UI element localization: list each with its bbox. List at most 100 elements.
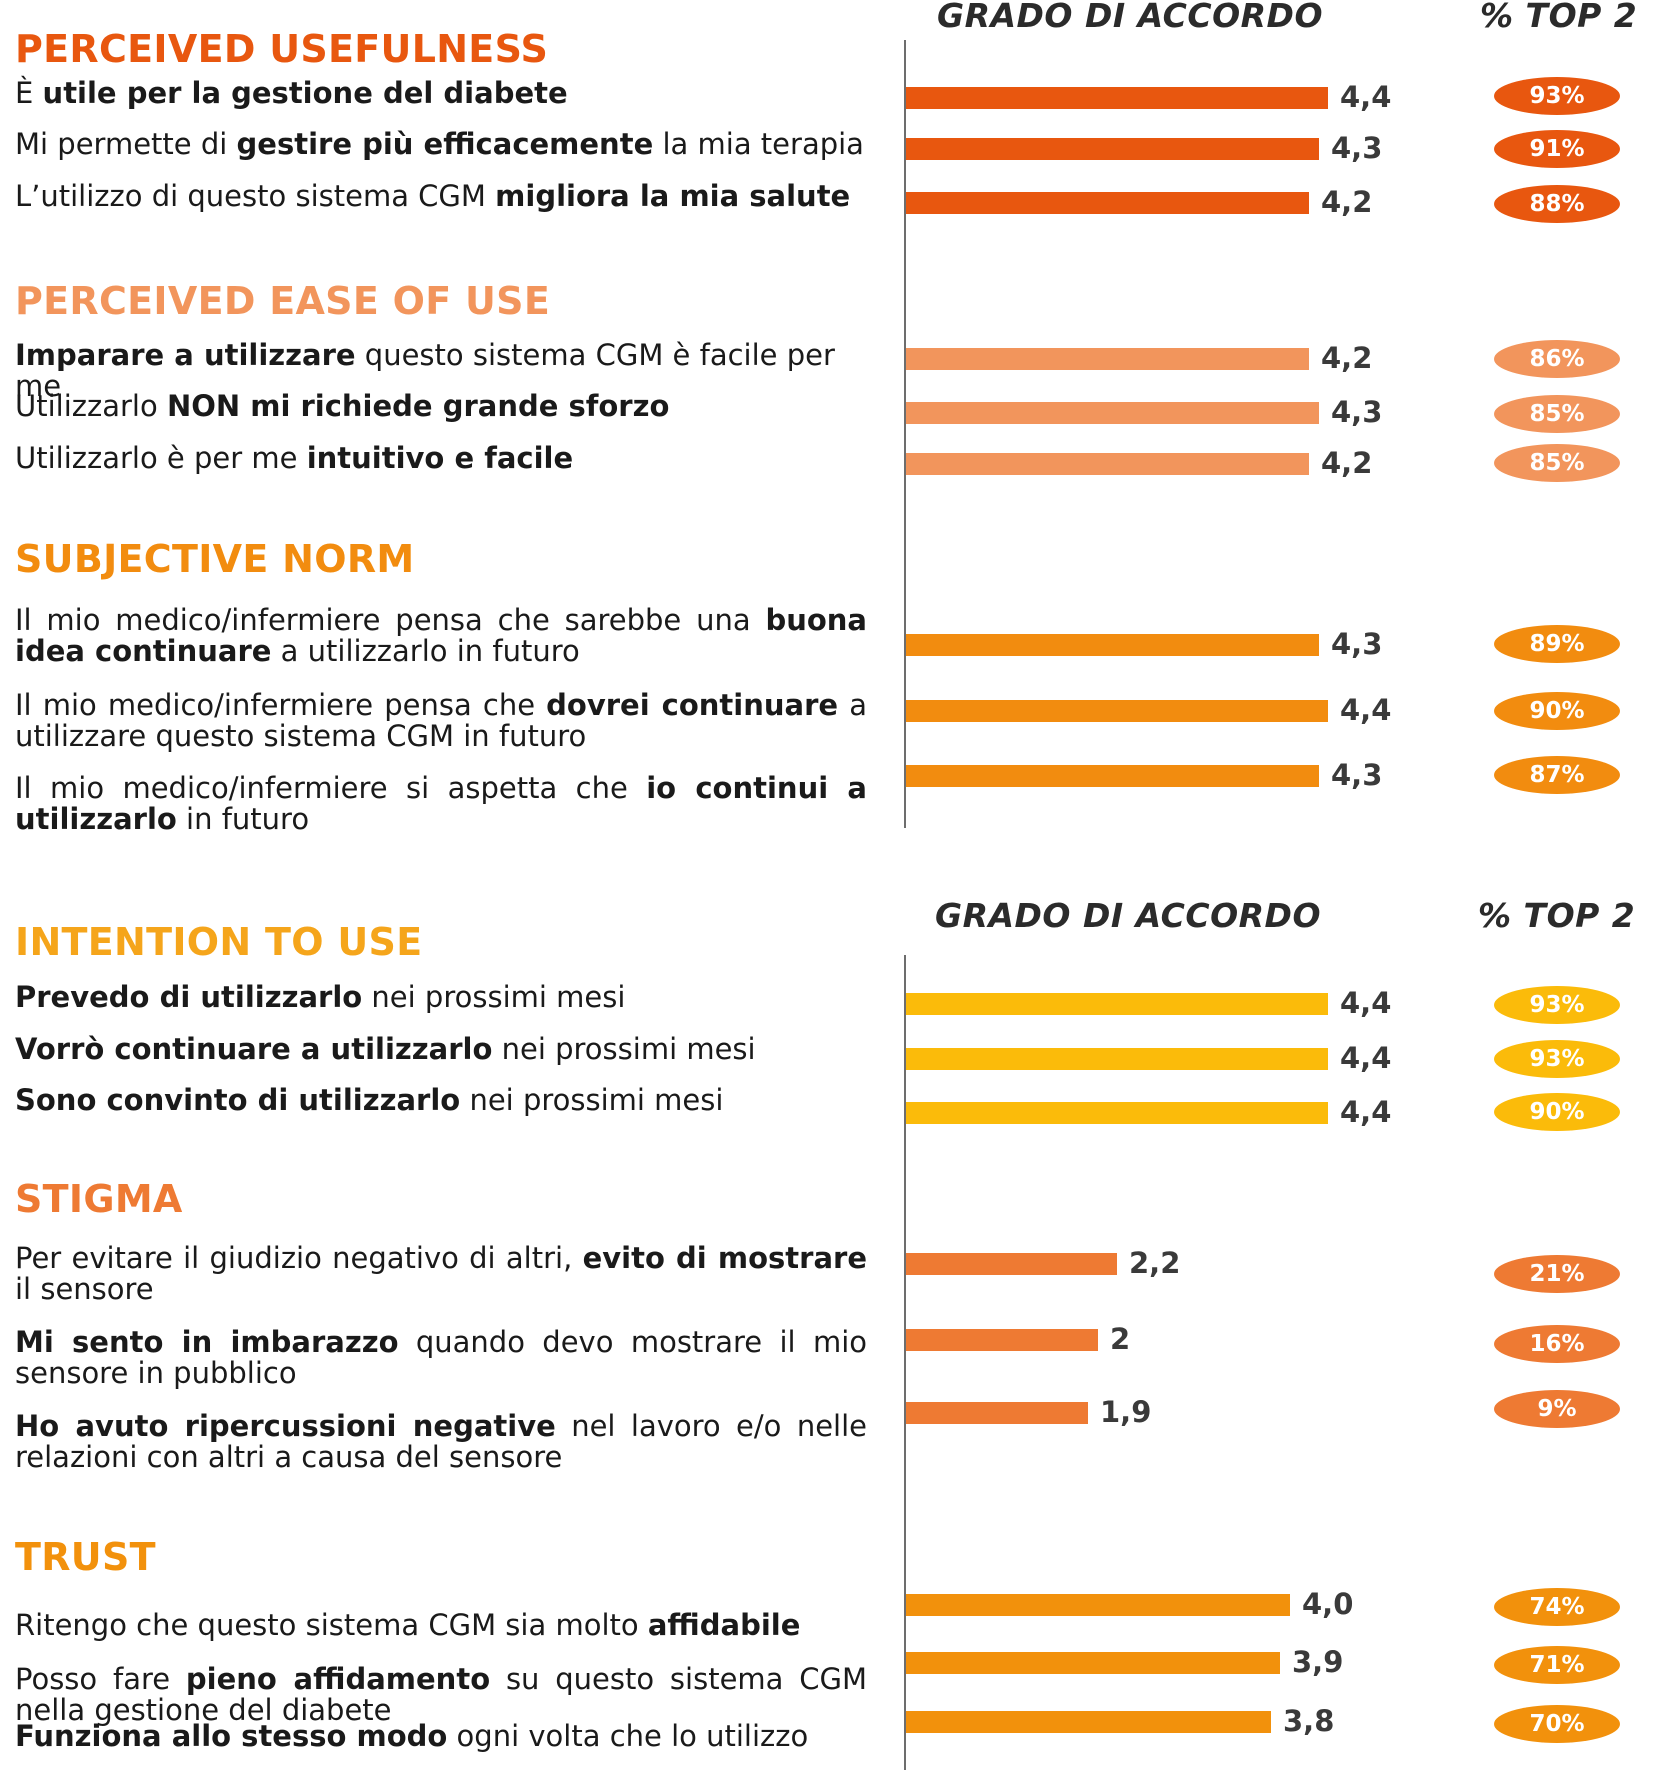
bar-value-label: 2: [1110, 1322, 1131, 1356]
top2-pill: 93%: [1494, 1040, 1620, 1078]
statement-usefulness-2: Mi permette di gestire più efficacemente…: [15, 129, 867, 160]
bar-trust-3: [906, 1711, 1271, 1733]
bar-trust-2: [906, 1652, 1280, 1674]
statement-text: il sensore: [15, 1272, 154, 1306]
statement-text: questo sistema CGM è facile per me: [15, 338, 835, 403]
statement-text: Per evitare il giudizio negativo di altr…: [15, 1241, 583, 1275]
top2-pill: 21%: [1494, 1255, 1620, 1293]
top2-pill: 89%: [1494, 625, 1620, 663]
statement-text: nei prossimi mesi: [492, 1032, 756, 1066]
bar-value-label: 4,3: [1331, 627, 1383, 661]
bar-subjective-norm-3: [906, 765, 1319, 787]
bar-subjective-norm-2: [906, 700, 1328, 722]
statement-text: in futuro: [176, 802, 310, 836]
statement-intention-3: Sono convinto di utilizzarlo nei prossim…: [15, 1085, 867, 1116]
bar-value-label: 4,2: [1321, 446, 1373, 480]
top2-pill: 70%: [1494, 1705, 1620, 1743]
statement-bold-text: Imparare a utilizzare: [15, 338, 356, 372]
statement-text: Il mio medico/infermiere pensa che sareb…: [15, 603, 766, 637]
bar-value-label: 4,3: [1331, 131, 1383, 165]
section-title-intention: INTENTION TO USE: [15, 920, 423, 964]
statement-bold-text: affidabile: [647, 1608, 801, 1642]
statement-bold-text: Mi sento in imbarazzo: [15, 1325, 399, 1359]
statement-bold-text: intuitivo e facile: [306, 441, 574, 475]
statement-subjective-norm-1: Il mio medico/infermiere pensa che sareb…: [15, 605, 867, 667]
statement-text: Utilizzarlo: [15, 389, 167, 423]
section-title-stigma: STIGMA: [15, 1177, 183, 1221]
statement-bold-text: Vorrò continuare a utilizzarlo: [15, 1032, 493, 1066]
statement-bold-text: io continui a utilizzarlo: [15, 771, 867, 836]
top2-pill: 93%: [1494, 986, 1620, 1024]
bar-intention-3: [906, 1102, 1328, 1124]
top2-pill: 90%: [1494, 1093, 1620, 1131]
section-title-usefulness: PERCEIVED USEFULNESS: [15, 27, 549, 71]
statement-trust-2: Posso fare pieno affidamento su questo s…: [15, 1664, 867, 1726]
statement-text: la mia terapia: [653, 127, 864, 161]
statement-trust-3: Funziona allo stesso modo ogni volta che…: [15, 1721, 867, 1752]
statement-text: nei prossimi mesi: [362, 980, 626, 1014]
bar-value-label: 4,4: [1340, 693, 1392, 727]
statement-ease-of-use-2: Utilizzarlo NON mi richiede grande sforz…: [15, 391, 867, 422]
section-title-subjective-norm: SUBJECTIVE NORM: [15, 537, 415, 581]
bar-stigma-3: [906, 1402, 1088, 1424]
bar-usefulness-1: [906, 87, 1328, 109]
statement-usefulness-1: È utile per la gestione del diabete: [15, 78, 867, 109]
bar-value-label: 4,4: [1340, 986, 1392, 1020]
statement-bold-text: utile per la gestione del diabete: [42, 76, 568, 110]
top2-pill: 86%: [1494, 340, 1620, 378]
top2-pill: 16%: [1494, 1325, 1620, 1363]
agreement-header: GRADO DI ACCORDO: [937, 0, 1324, 35]
statement-intention-1: Prevedo di utilizzarlo nei prossimi mesi: [15, 982, 867, 1013]
statement-text: Utilizzarlo è per me: [15, 441, 307, 475]
statement-stigma-1: Per evitare il giudizio negativo di altr…: [15, 1243, 867, 1305]
statement-bold-text: migliora la mia salute: [495, 179, 851, 213]
axis-line-top: [904, 40, 906, 828]
bar-stigma-1: [906, 1253, 1117, 1275]
statement-ease-of-use-3: Utilizzarlo è per me intuitivo e facile: [15, 443, 867, 474]
bar-value-label: 2,2: [1129, 1246, 1181, 1280]
statement-subjective-norm-2: Il mio medico/infermiere pensa che dovre…: [15, 690, 867, 752]
bar-subjective-norm-1: [906, 634, 1319, 656]
bar-usefulness-3: [906, 192, 1309, 214]
bar-ease-of-use-3: [906, 453, 1309, 475]
bar-intention-1: [906, 993, 1328, 1015]
top2-pill: 87%: [1494, 756, 1620, 794]
statement-usefulness-3: L’utilizzo di questo sistema CGM miglior…: [15, 181, 867, 212]
statement-bold-text: buona idea continuare: [15, 603, 867, 668]
statement-text: ogni volta che lo utilizzo: [447, 1719, 809, 1753]
statement-text: Posso fare: [15, 1662, 186, 1696]
top2-pill: 85%: [1494, 395, 1620, 433]
bar-stigma-2: [906, 1329, 1098, 1351]
top2-pill: 90%: [1494, 692, 1620, 730]
statement-text: Ritengo che questo sistema CGM sia molto: [15, 1608, 648, 1642]
statement-text: Mi permette di: [15, 127, 237, 161]
statement-bold-text: NON mi richiede grande sforzo: [166, 389, 670, 423]
statement-stigma-3: Ho avuto ripercussioni negative nel lavo…: [15, 1411, 867, 1473]
statement-bold-text: Funziona allo stesso modo: [15, 1719, 448, 1753]
statement-text: su questo sistema CGM nella gestione del…: [15, 1662, 868, 1727]
statement-text: Il mio medico/infermiere pensa che: [15, 688, 547, 722]
bar-ease-of-use-1: [906, 348, 1309, 370]
bar-trust-1: [906, 1594, 1290, 1616]
bar-value-label: 1,9: [1100, 1395, 1152, 1429]
bar-intention-2: [906, 1048, 1328, 1070]
axis-line-bottom: [904, 955, 906, 1770]
bar-value-label: 3,8: [1283, 1704, 1335, 1738]
statement-subjective-norm-3: Il mio medico/infermiere si aspetta che …: [15, 773, 867, 835]
bar-value-label: 4,2: [1321, 185, 1373, 219]
bar-value-label: 4,3: [1331, 758, 1383, 792]
statement-text: L’utilizzo di questo sistema CGM: [15, 179, 496, 213]
statement-ease-of-use-1: Imparare a utilizzare questo sistema CGM…: [15, 340, 867, 402]
bar-ease-of-use-2: [906, 402, 1319, 424]
statement-bold-text: Ho avuto ripercussioni negative: [15, 1409, 556, 1443]
statement-stigma-2: Mi sento in imbarazzo quando devo mostra…: [15, 1327, 867, 1389]
statement-text: Il mio medico/infermiere si aspetta che: [15, 771, 647, 805]
statement-bold-text: evito di mostrare: [582, 1241, 868, 1275]
statement-intention-2: Vorrò continuare a utilizzarlo nei pross…: [15, 1034, 867, 1065]
bar-value-label: 4,4: [1340, 80, 1392, 114]
statement-bold-text: Prevedo di utilizzarlo: [15, 980, 363, 1014]
bar-usefulness-2: [906, 138, 1319, 160]
top2-pill: 88%: [1494, 185, 1620, 223]
top2-pill: 85%: [1494, 444, 1620, 482]
top2-pill: 91%: [1494, 130, 1620, 168]
